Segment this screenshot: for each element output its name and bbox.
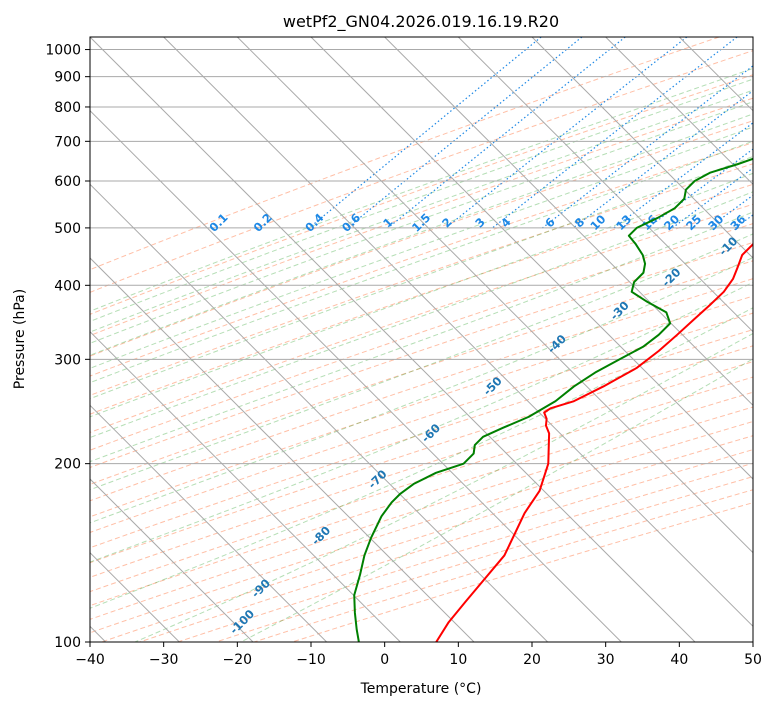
isotherm-line <box>384 37 753 407</box>
sounding-line <box>353 157 753 642</box>
skewed-isotherms <box>90 37 753 642</box>
dry-adiabat-line <box>90 183 753 415</box>
moist-adiabat-line <box>90 67 753 312</box>
moist-adiabat-line <box>90 172 753 418</box>
mixing-ratio-line <box>492 37 738 229</box>
dry-adiabat-line <box>139 449 753 642</box>
mixing-ratio-line <box>308 37 542 229</box>
dry-adiabat-line <box>90 142 753 377</box>
x-tick-label: −40 <box>75 652 105 668</box>
mixing-ratio-line <box>672 167 753 229</box>
y-tick-label: 900 <box>54 70 81 86</box>
dry-adiabat-line <box>90 203 753 433</box>
dry-adiabat-line <box>90 329 753 549</box>
moist-adiabat-line <box>90 307 753 609</box>
plot-frame <box>89 36 754 643</box>
x-tick-label: 40 <box>670 652 688 668</box>
isotherm-line <box>457 37 753 333</box>
isotherm-line <box>90 183 549 642</box>
dry-adiabat-line <box>90 120 753 357</box>
isotherm-line <box>90 330 401 642</box>
y-tick-label: 200 <box>54 457 81 473</box>
pressure-gridlines <box>90 49 753 642</box>
dry-adiabat-line <box>177 462 753 642</box>
x-tick-label: 20 <box>523 652 541 668</box>
x-tick-label: 30 <box>597 652 615 668</box>
mixing-ratio-line <box>387 37 626 229</box>
y-axis-label: Pressure (hPa) <box>12 289 28 389</box>
chart-title: wetPf2_GN04.2026.019.16.19.R20 <box>283 12 559 32</box>
x-tick-label: 10 <box>449 652 467 668</box>
isotherm-line <box>90 109 622 642</box>
isotherm-line <box>163 37 753 628</box>
moist-adiabat-line <box>90 101 753 344</box>
x-tick-label: −10 <box>296 652 326 668</box>
isotherm-line <box>605 37 753 186</box>
dry-adiabat-line <box>90 345 753 564</box>
dry-adiabat-line <box>101 435 753 642</box>
isotherm-line <box>236 37 753 554</box>
y-tick-label: 600 <box>54 174 81 190</box>
mixing-ratio-line <box>542 65 753 229</box>
y-tick-label: 500 <box>54 221 81 237</box>
isotherm-line <box>90 257 475 642</box>
y-axis: 1000 900 800 700 600 500 400 300 200 100 <box>45 43 90 651</box>
moist-adiabat-line <box>90 211 753 463</box>
x-tick-label: −30 <box>149 652 179 668</box>
moist-adiabat-line <box>90 78 753 322</box>
mixing-ratio-line <box>572 89 753 229</box>
x-axis-label: Temperature (°C) <box>360 681 482 697</box>
sounding-line <box>435 242 753 642</box>
x-tick-label: −20 <box>223 652 253 668</box>
y-tick-label: 100 <box>54 635 81 651</box>
x-axis: −40 −30 −20 −10 0 10 20 30 40 50 <box>75 642 762 668</box>
isotherm-line <box>90 478 254 642</box>
isotherm-line <box>90 37 696 642</box>
y-tick-label: 800 <box>54 100 81 116</box>
y-tick-label: 400 <box>54 278 81 294</box>
dry-adiabat-line <box>215 476 753 642</box>
x-tick-label: 0 <box>380 652 389 668</box>
moist-adiabat-line <box>90 256 753 524</box>
moist-adiabat-line <box>90 155 753 400</box>
dry-adiabat-line <box>90 223 753 451</box>
mixing-ratio-line <box>347 37 583 229</box>
y-tick-label: 700 <box>54 134 81 150</box>
isotherm-line <box>310 37 753 480</box>
mixing-ratio-lines <box>308 37 753 229</box>
dry-adiabat-line <box>90 278 753 502</box>
y-tick-label: 1000 <box>45 43 81 59</box>
y-tick-label: 300 <box>54 352 81 368</box>
isotherm-line <box>531 37 753 259</box>
moist-adiabat-line <box>240 358 753 642</box>
dry-adiabat-line <box>254 489 753 642</box>
isotherm-line <box>90 404 328 642</box>
dry-adiabats <box>90 37 753 642</box>
sounding-series <box>353 157 753 642</box>
dry-adiabat-line <box>90 376 753 593</box>
dry-adiabat-line <box>90 361 753 578</box>
x-tick-label: 50 <box>744 652 762 668</box>
dry-adiabat-line <box>90 312 753 533</box>
dry-adiabat-line <box>90 241 753 469</box>
